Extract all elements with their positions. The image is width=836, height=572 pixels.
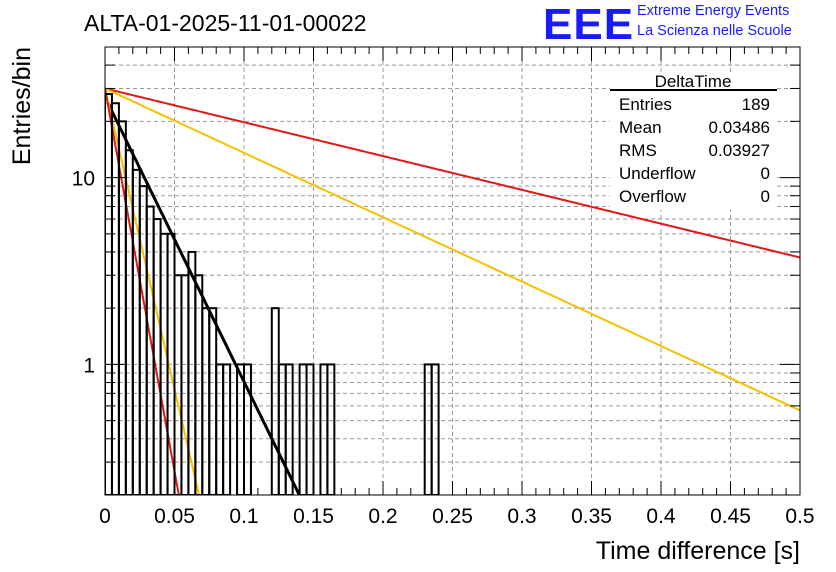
histogram-bin <box>236 363 246 495</box>
x-tick-label: 0.1 <box>229 505 258 528</box>
stats-box-frame <box>610 73 777 210</box>
curve-reference-red-fast <box>105 88 180 495</box>
x-tick-label: 0.15 <box>293 505 334 528</box>
histogram-bin <box>222 363 232 495</box>
x-axis-label: Time difference [s] <box>596 537 800 565</box>
histogram-bin <box>284 363 294 495</box>
histogram-bin <box>430 363 440 495</box>
histogram-bin <box>270 307 280 495</box>
curve-reference-yellow-slow <box>105 87 800 412</box>
logo-subtitle-2: La Scienza nelle Scuole <box>637 23 792 39</box>
logo-subtitle-1: Extreme Energy Events <box>637 3 790 19</box>
chart-title: ALTA-01-2025-11-01-00022 <box>84 10 367 36</box>
histogram-bin <box>319 363 329 495</box>
curve-reference-red-slow <box>105 87 800 259</box>
stats-value-overflow: 0 <box>761 187 770 206</box>
histogram-bin <box>215 363 225 495</box>
x-tick-labels: 0 0.05 0.1 0.15 0.2 0.25 0.3 0.35 0.4 0.45 0.5 <box>99 505 814 528</box>
histogram-bin <box>201 307 211 495</box>
stats-value-rms: 0.03927 <box>709 141 770 160</box>
histogram-bin <box>326 363 336 495</box>
histogram-bin <box>277 363 287 495</box>
stats-label-overflow: Overflow <box>619 187 687 206</box>
x-tick-label: 0.05 <box>154 505 195 528</box>
eee-logo: EEE <box>543 0 635 49</box>
stats-value-entries: 189 <box>742 95 770 114</box>
x-tick-label: 0.2 <box>368 505 397 528</box>
histogram-bin <box>105 93 113 495</box>
stats-title: DeltaTime <box>655 72 732 91</box>
axis-ticks <box>104 47 801 495</box>
stats-label-entries: Entries <box>619 95 672 114</box>
histogram-bin <box>298 363 308 495</box>
histogram-bin <box>187 250 197 495</box>
stats-value-mean: 0.03486 <box>709 118 770 137</box>
y-tick-labels: 1 10 <box>72 168 95 378</box>
stats-label-underflow: Underflow <box>619 164 696 183</box>
y-tick-label: 1 <box>83 354 95 377</box>
x-tick-label: 0.45 <box>710 505 751 528</box>
x-tick-label: 0 <box>99 505 111 528</box>
histogram-bin <box>243 363 252 495</box>
histogram-bin <box>208 307 218 495</box>
histogram-bin <box>138 185 148 495</box>
x-tick-label: 0.5 <box>785 505 814 528</box>
x-tick-label: 0.35 <box>571 505 612 528</box>
y-tick-label: 10 <box>72 168 95 191</box>
x-tick-label: 0.3 <box>507 505 536 528</box>
histogram-bin <box>305 363 315 495</box>
stats-label-mean: Mean <box>619 118 662 137</box>
stats-box: DeltaTime Entries 189 Mean 0.03486 RMS 0… <box>610 72 777 210</box>
histogram-bin <box>423 363 433 495</box>
stats-label-rms: RMS <box>619 141 657 160</box>
stats-value-underflow: 0 <box>761 164 770 183</box>
x-tick-label: 0.4 <box>646 505 676 528</box>
y-axis-label: Entries/bin <box>8 47 36 165</box>
x-tick-label: 0.25 <box>432 505 473 528</box>
